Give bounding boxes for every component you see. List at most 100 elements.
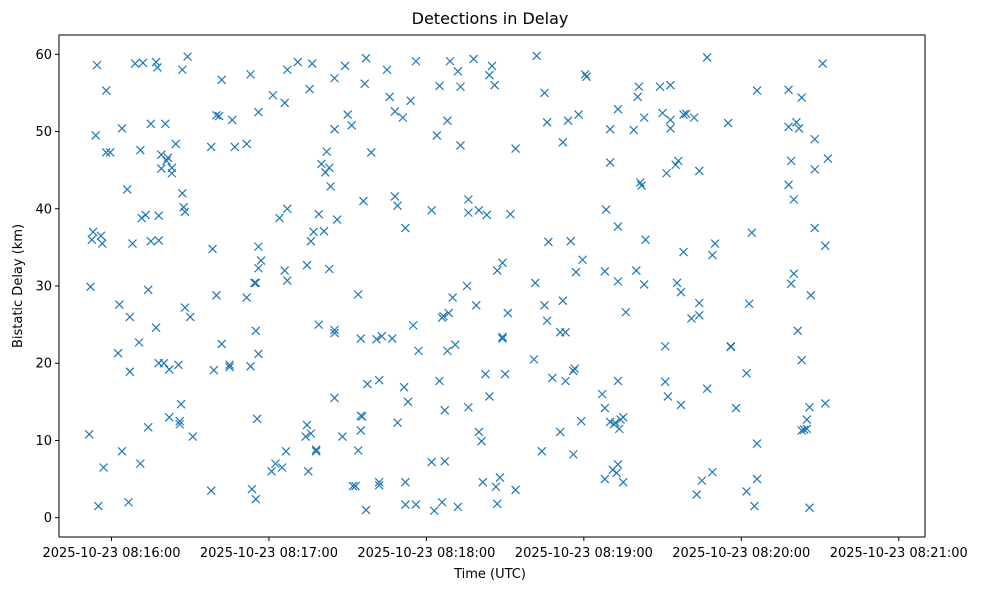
detection-point bbox=[143, 285, 153, 295]
detection-point bbox=[275, 213, 284, 223]
detection-point bbox=[797, 355, 807, 365]
detection-point bbox=[217, 339, 227, 349]
detection-point bbox=[348, 481, 358, 491]
y-tick-label: 0 bbox=[44, 511, 52, 526]
detection-point bbox=[799, 425, 809, 435]
detection-point bbox=[252, 414, 262, 424]
detection-point bbox=[629, 125, 639, 135]
detection-point bbox=[282, 204, 292, 214]
detection-point bbox=[117, 124, 127, 133]
detection-point bbox=[302, 260, 312, 270]
detection-point bbox=[511, 144, 521, 153]
detection-point bbox=[277, 463, 287, 472]
detection-point bbox=[282, 65, 292, 75]
detection-point bbox=[600, 474, 610, 484]
y-tick-label: 50 bbox=[35, 125, 52, 140]
scatter-points bbox=[84, 51, 833, 516]
detection-point bbox=[206, 142, 216, 152]
detection-point bbox=[251, 278, 261, 288]
detection-point bbox=[326, 181, 336, 191]
detection-point bbox=[306, 429, 316, 438]
detection-point bbox=[337, 432, 347, 442]
detection-point bbox=[146, 236, 156, 246]
detection-point bbox=[702, 384, 712, 394]
detection-point bbox=[752, 474, 762, 484]
detection-point bbox=[805, 402, 814, 412]
detection-point bbox=[802, 415, 812, 425]
detection-point bbox=[697, 476, 707, 486]
detection-point bbox=[789, 269, 799, 279]
detection-point bbox=[484, 392, 494, 401]
detection-point bbox=[212, 110, 221, 120]
detection-point bbox=[324, 264, 334, 274]
detection-point bbox=[206, 486, 216, 496]
detection-point bbox=[633, 92, 643, 102]
detection-point bbox=[113, 348, 123, 358]
detection-point bbox=[268, 90, 278, 100]
detection-point bbox=[151, 323, 161, 333]
detection-point bbox=[162, 156, 172, 166]
detection-point bbox=[658, 108, 668, 118]
detection-point bbox=[377, 331, 387, 341]
detection-point bbox=[399, 382, 409, 392]
detection-point bbox=[267, 466, 276, 476]
detection-point bbox=[167, 168, 177, 178]
detection-point bbox=[568, 449, 578, 459]
detection-point bbox=[393, 201, 402, 211]
detection-point bbox=[478, 477, 488, 487]
detection-point bbox=[225, 362, 235, 372]
detection-point bbox=[689, 113, 699, 123]
detection-point bbox=[637, 181, 647, 191]
detection-point bbox=[462, 281, 472, 291]
detection-point bbox=[217, 75, 227, 85]
detection-point bbox=[414, 346, 423, 356]
detection-point bbox=[463, 402, 473, 412]
detection-point bbox=[382, 65, 392, 75]
detection-point bbox=[429, 506, 439, 516]
detection-point bbox=[440, 405, 450, 415]
detection-point bbox=[437, 497, 447, 507]
detection-point bbox=[676, 287, 686, 297]
detection-point bbox=[306, 236, 316, 246]
detection-point bbox=[491, 482, 501, 492]
detection-point bbox=[209, 365, 219, 375]
detection-point bbox=[679, 247, 688, 257]
detection-point bbox=[177, 188, 187, 198]
detection-point bbox=[566, 236, 576, 246]
detection-point bbox=[101, 86, 111, 96]
y-axis: 0 10 20 30 40 50 60 bbox=[35, 48, 59, 526]
detection-point bbox=[432, 130, 442, 140]
detection-point bbox=[400, 223, 410, 233]
detection-point bbox=[456, 141, 465, 150]
detection-point bbox=[547, 373, 557, 383]
detection-point bbox=[406, 96, 416, 106]
detection-point bbox=[810, 164, 820, 174]
detection-point bbox=[254, 263, 263, 273]
detection-point bbox=[124, 497, 133, 507]
detection-point bbox=[561, 327, 570, 337]
detection-point bbox=[540, 88, 549, 98]
detection-point bbox=[568, 366, 578, 376]
detection-point bbox=[175, 416, 185, 426]
detection-point bbox=[390, 191, 400, 201]
detection-point bbox=[163, 153, 173, 163]
detection-point bbox=[786, 156, 796, 166]
detection-point bbox=[612, 468, 622, 478]
detection-point bbox=[660, 341, 670, 351]
detection-point bbox=[358, 196, 368, 206]
detection-point bbox=[254, 349, 263, 359]
detection-point bbox=[731, 403, 741, 413]
detection-point bbox=[96, 231, 106, 241]
detection-point bbox=[663, 392, 673, 401]
detection-point bbox=[601, 205, 611, 214]
detection-point bbox=[708, 250, 717, 260]
detection-point bbox=[752, 86, 762, 96]
detection-point bbox=[797, 93, 807, 102]
detection-point bbox=[427, 457, 437, 467]
detection-point bbox=[330, 393, 339, 403]
detection-point bbox=[154, 211, 164, 221]
detection-point bbox=[578, 255, 587, 265]
detection-point bbox=[152, 63, 162, 72]
detection-point bbox=[188, 432, 198, 442]
detection-point bbox=[442, 346, 452, 356]
